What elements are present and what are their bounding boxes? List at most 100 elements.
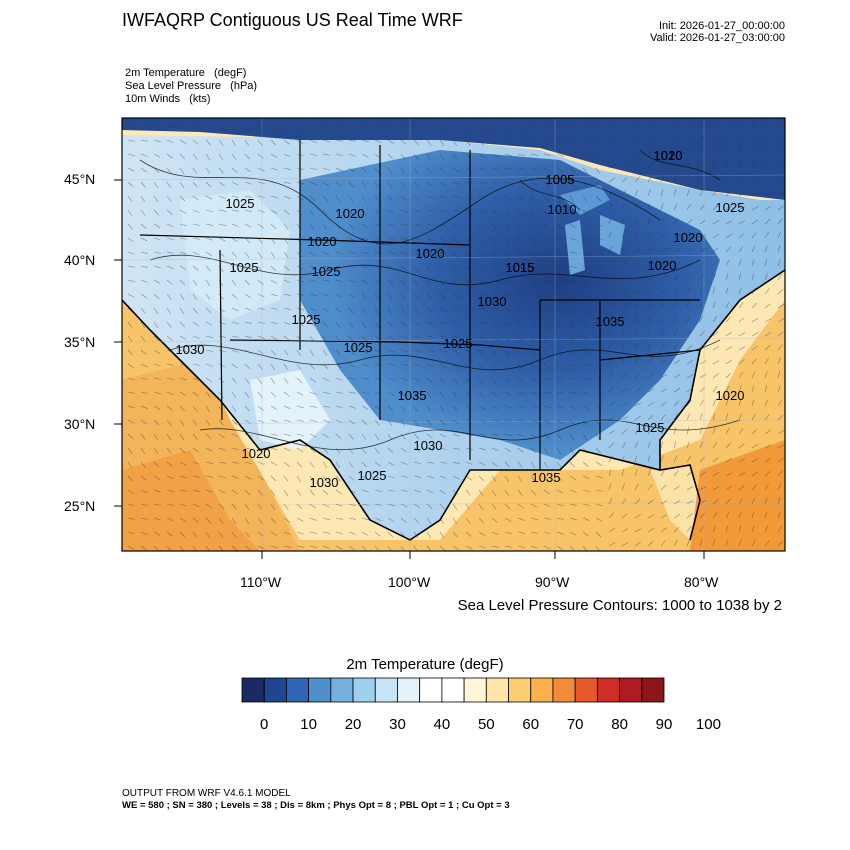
wind-barb [608, 177, 615, 183]
wind-barb [764, 458, 772, 463]
wind-barb [725, 511, 730, 519]
wind-barb [400, 265, 407, 271]
wind-barb [686, 329, 691, 337]
wind-barb [413, 335, 421, 339]
wind-barb [439, 391, 445, 399]
wind-barb [465, 307, 473, 310]
wind-barb [205, 139, 211, 146]
wind-barb [712, 175, 716, 183]
wind-barb [348, 517, 356, 520]
model-footer: OUTPUT FROM WRF V4.6.1 MODEL WE = 580 ; … [122, 788, 510, 812]
pressure-label: 1020 [416, 246, 445, 261]
wind-barb [569, 517, 577, 521]
wind-barb [153, 265, 161, 269]
wind-barb [751, 428, 758, 435]
wind-barb [764, 245, 768, 253]
wind-barb [387, 517, 395, 522]
wind-barb [699, 427, 703, 435]
wind-barb [712, 427, 716, 435]
wind-barb [582, 405, 589, 411]
wind-barb [738, 458, 746, 463]
wind-barb [140, 237, 148, 242]
wind-barb [439, 545, 446, 551]
wind-barb [127, 209, 133, 217]
wind-barb [257, 363, 263, 370]
wind-barb [387, 307, 393, 314]
wind-barb [361, 335, 367, 342]
wind-barb [387, 125, 395, 129]
wind-barb [452, 223, 460, 228]
wind-barb [634, 302, 640, 309]
wind-barb [517, 377, 524, 383]
wind-barb [582, 503, 590, 506]
wind-barb [296, 209, 303, 216]
wind-barb [270, 503, 276, 510]
wind-barb [621, 276, 629, 281]
wind-barb [413, 349, 421, 352]
wind-barb [647, 136, 655, 141]
wind-barb [127, 349, 133, 356]
wind-barb [257, 125, 263, 133]
wind-barb [218, 251, 225, 257]
wind-barb [335, 125, 343, 129]
wind-barb [751, 539, 756, 547]
wind-barb [725, 301, 730, 309]
wind-barb [270, 335, 278, 340]
wind-barb [686, 471, 693, 477]
wind-barb [608, 231, 612, 239]
wind-barb [660, 162, 666, 169]
wind-barb [673, 470, 679, 477]
lat-label-45: 45°N [64, 171, 96, 187]
wind-barb [361, 377, 369, 380]
wind-barb [686, 427, 690, 435]
wind-barb [673, 359, 680, 365]
wind-barb [179, 433, 185, 440]
wind-barb [296, 153, 304, 157]
wind-barb [218, 475, 226, 479]
wind-barb [504, 335, 511, 342]
wind-barb [348, 489, 356, 494]
wind-barb [244, 125, 250, 132]
wind-barb [166, 419, 172, 426]
wind-barb [556, 195, 562, 203]
wind-barb [777, 304, 785, 309]
wind-barb [621, 316, 627, 323]
wind-barb [140, 181, 146, 188]
wind-barb [270, 265, 277, 272]
wind-barb [660, 217, 665, 225]
wind-barb [283, 181, 291, 184]
wind-barb [166, 377, 174, 380]
wind-barb [413, 181, 420, 188]
wind-barb [166, 363, 174, 366]
wind-barb [699, 273, 704, 281]
wind-barb [322, 447, 328, 454]
wind-barb [530, 419, 538, 423]
wind-barb [738, 539, 742, 547]
wind-barb [530, 335, 536, 343]
wind-barb [140, 209, 146, 216]
wind-barb [439, 293, 446, 299]
wind-barb [556, 335, 562, 342]
wind-barb [400, 307, 406, 314]
north-cold [122, 118, 785, 200]
wind-barb [426, 531, 432, 539]
wind-barb [647, 163, 654, 169]
wind-barb [543, 335, 549, 343]
wind-barb [218, 377, 225, 383]
wind-barb [738, 287, 742, 295]
wind-barb [257, 153, 264, 159]
wind-barb [543, 167, 551, 172]
wind-barb [621, 135, 628, 141]
wind-barb [192, 489, 200, 492]
wind-barb [374, 139, 382, 143]
wind-barb [244, 251, 250, 258]
wind-barb [140, 461, 146, 468]
wind-barb [634, 541, 641, 547]
wind-barb [673, 514, 681, 519]
wind-barb [595, 405, 602, 412]
wind-barb [361, 195, 367, 203]
wind-barb [673, 400, 680, 407]
wind-barb [556, 461, 562, 468]
wind-barb [517, 125, 524, 131]
